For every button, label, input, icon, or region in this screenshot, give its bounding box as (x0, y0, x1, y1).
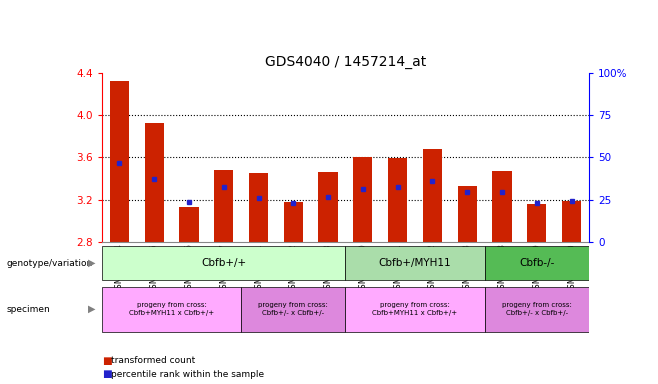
Bar (284, 202, 303, 242)
Text: specimen: specimen (7, 305, 50, 314)
Text: ■: ■ (102, 369, 112, 379)
Text: progeny from cross:
Cbfb+MYH11 x Cbfb+/+: progeny from cross: Cbfb+MYH11 x Cbfb+/+ (129, 302, 214, 316)
Text: ▶: ▶ (88, 304, 95, 314)
Bar (345, 246, 484, 280)
Text: transformed count: transformed count (111, 356, 195, 366)
Bar (492, 171, 511, 242)
Text: genotype/variation: genotype/variation (7, 258, 93, 268)
Bar (110, 81, 129, 242)
Bar (241, 286, 345, 331)
Bar (457, 186, 477, 242)
Bar (484, 286, 589, 331)
Bar (102, 286, 241, 331)
Bar (388, 159, 407, 242)
Bar (353, 157, 372, 242)
Bar (318, 172, 338, 242)
Bar (145, 122, 164, 242)
Text: ■: ■ (102, 356, 112, 366)
Bar (249, 173, 268, 242)
Bar (214, 170, 234, 242)
Text: ▶: ▶ (88, 258, 95, 268)
Text: progeny from cross:
Cbfb+/- x Cbfb+/-: progeny from cross: Cbfb+/- x Cbfb+/- (502, 302, 572, 316)
Text: percentile rank within the sample: percentile rank within the sample (111, 370, 264, 379)
Title: GDS4040 / 1457214_at: GDS4040 / 1457214_at (265, 55, 426, 69)
Bar (102, 246, 345, 280)
Bar (484, 246, 589, 280)
Text: Cbfb+/+: Cbfb+/+ (201, 258, 246, 268)
Text: Cbfb+/MYH11: Cbfb+/MYH11 (379, 258, 451, 268)
Bar (527, 204, 546, 242)
Bar (423, 149, 442, 242)
Bar (345, 286, 484, 331)
Text: Cbfb-/-: Cbfb-/- (519, 258, 555, 268)
Text: progeny from cross:
Cbfb+/- x Cbfb+/-: progeny from cross: Cbfb+/- x Cbfb+/- (259, 302, 328, 316)
Text: progeny from cross:
Cbfb+MYH11 x Cbfb+/+: progeny from cross: Cbfb+MYH11 x Cbfb+/+ (372, 302, 457, 316)
Bar (180, 207, 199, 242)
Bar (562, 201, 581, 242)
